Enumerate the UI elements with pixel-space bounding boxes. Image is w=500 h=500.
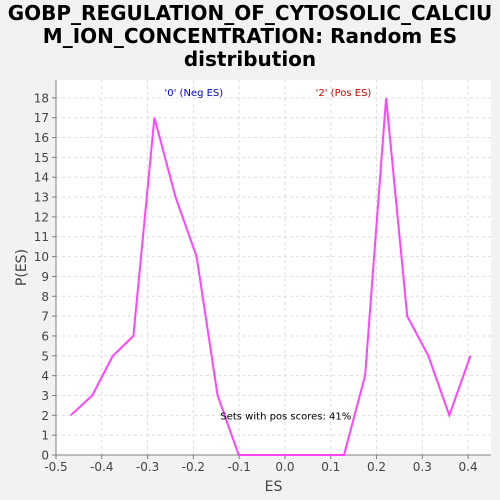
x-tick-label: -0.5 — [44, 460, 67, 474]
y-tick-label: 1 — [41, 429, 49, 443]
y-axis-label: P(ES) — [14, 249, 30, 286]
chart-title-line-3: distribution — [183, 47, 317, 71]
y-tick-label: 16 — [34, 131, 49, 145]
x-tick-label: -0.2 — [182, 460, 205, 474]
y-tick-label: 8 — [41, 290, 49, 304]
chart-title-line-2: M_ION_CONCENTRATION: Random ES — [42, 24, 458, 48]
y-tick-label: 2 — [41, 409, 49, 423]
axes: -0.5 -0.4 -0.3 -0.2 -0.1 0.0 0.1 0.2 0.3 0.401234… — [34, 80, 491, 474]
y-tick-label: 7 — [41, 310, 49, 324]
y-tick-label: 18 — [34, 91, 49, 105]
chart-annotation: '0' (Neg ES) — [165, 88, 224, 99]
y-tick-label: 4 — [41, 369, 49, 383]
annotations: '0' (Neg ES) '2' (Pos ES) Sets with pos sc… — [165, 88, 372, 422]
y-tick-label: 9 — [41, 270, 49, 284]
chart-annotation: '2' (Pos ES) — [316, 88, 372, 99]
x-tick-label: 0.0 — [275, 460, 294, 474]
y-tick-label: 14 — [34, 171, 49, 185]
y-tick-label: 5 — [41, 349, 49, 363]
x-tick-label: -0.1 — [227, 460, 250, 474]
chart-annotation: Sets with pos scores: 41% — [220, 411, 351, 422]
y-tick-label: 15 — [34, 151, 49, 165]
series-layer — [70, 97, 472, 456]
x-tick-label: 0.4 — [459, 460, 478, 474]
x-tick-label: 0.2 — [367, 460, 386, 474]
chart-title-line-1: GOBP_REGULATION_OF_CYTOSOLIC_CALCIU — [7, 1, 493, 25]
series-line — [70, 97, 472, 456]
y-tick-label: 11 — [34, 230, 49, 244]
x-tick-label: 0.1 — [321, 460, 340, 474]
x-axis-label: ES — [265, 479, 283, 495]
x-tick-label: 0.3 — [413, 460, 432, 474]
y-tick-label: 3 — [41, 389, 49, 403]
y-tick-label: 6 — [41, 329, 49, 343]
y-tick-label: 10 — [34, 250, 49, 264]
y-tick-label: 0 — [41, 449, 49, 463]
y-tick-label: 12 — [34, 210, 49, 224]
plot-area — [56, 80, 491, 455]
x-tick-label: -0.3 — [136, 460, 159, 474]
y-tick-label: 13 — [34, 191, 49, 205]
chart-title: GOBP_REGULATION_OF_CYTOSOLIC_CALCIU M_IO… — [0, 0, 500, 71]
x-tick-label: -0.4 — [90, 460, 113, 474]
y-tick-label: 17 — [34, 111, 49, 125]
